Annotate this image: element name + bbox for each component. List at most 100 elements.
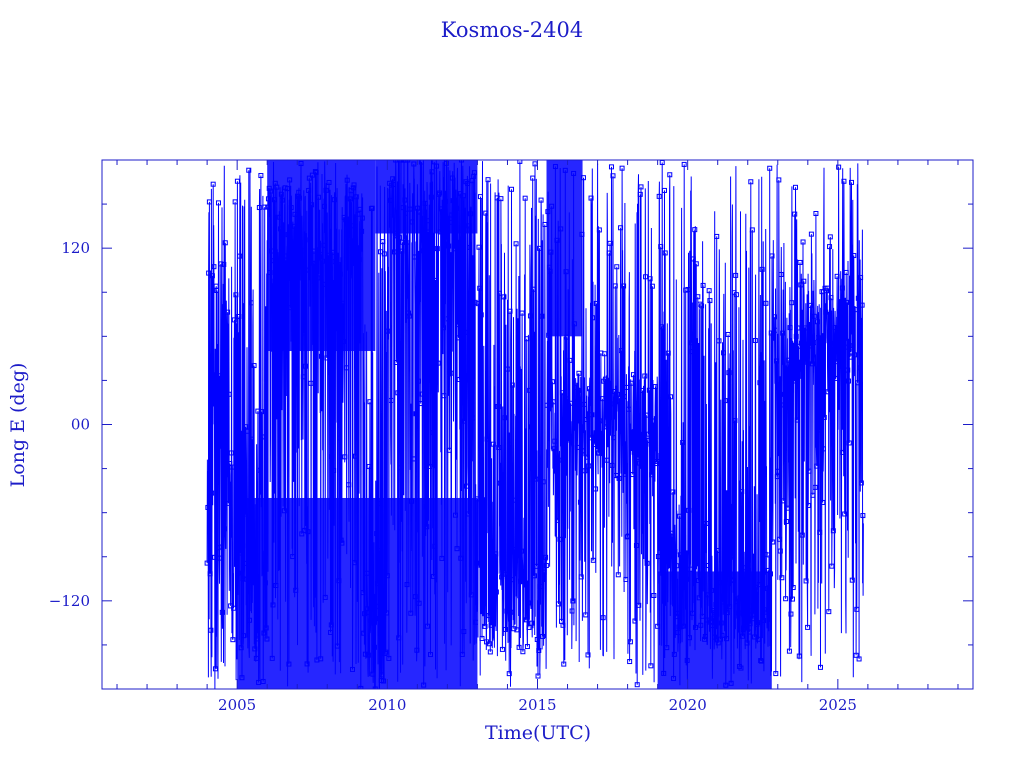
data-point <box>830 528 836 534</box>
data-point <box>605 424 611 430</box>
data-region <box>204 160 866 689</box>
data-point <box>356 257 362 263</box>
data-point <box>241 576 247 582</box>
data-point <box>606 250 612 256</box>
data-point <box>665 350 671 356</box>
data-point <box>238 645 244 651</box>
data-point <box>556 457 562 463</box>
data-point <box>376 616 382 622</box>
data-point <box>507 308 513 314</box>
data-point <box>819 289 825 295</box>
data-point <box>487 641 493 647</box>
data-point <box>792 211 798 217</box>
data-point <box>525 600 531 606</box>
data-point <box>439 555 445 561</box>
data-point <box>421 682 427 688</box>
data-point <box>571 321 577 327</box>
data-point <box>761 618 767 624</box>
data-point <box>409 219 415 225</box>
data-point <box>434 246 440 252</box>
data-point <box>811 313 817 319</box>
data-point <box>771 314 777 320</box>
data-point <box>362 651 368 657</box>
data-point <box>540 633 546 639</box>
dense-data-band <box>237 497 478 689</box>
data-point <box>622 471 628 477</box>
data-point <box>427 463 433 469</box>
data-point <box>393 160 399 163</box>
dense-data-band <box>375 160 478 234</box>
data-point <box>340 300 346 306</box>
data-point <box>285 232 291 238</box>
data-point <box>776 177 782 183</box>
data-point <box>512 497 518 503</box>
data-point <box>399 248 405 254</box>
data-point <box>740 627 746 633</box>
data-point <box>661 187 667 193</box>
data-point <box>580 175 586 181</box>
data-point <box>495 403 501 409</box>
data-point <box>680 440 686 446</box>
data-point <box>725 331 731 337</box>
data-point <box>466 223 472 229</box>
data-point <box>811 340 817 346</box>
data-point <box>788 611 794 617</box>
data-point <box>243 424 249 430</box>
data-point <box>490 601 496 607</box>
data-point <box>325 252 331 258</box>
data-point <box>526 624 532 630</box>
data-point <box>320 281 326 287</box>
x-tick-label: 2005 <box>218 696 256 714</box>
data-point <box>267 270 273 276</box>
data-point <box>293 229 299 235</box>
data-point <box>496 445 502 451</box>
data-point <box>425 229 431 235</box>
data-point <box>226 391 232 397</box>
data-point <box>415 378 421 384</box>
data-point <box>723 682 729 688</box>
data-point <box>410 456 416 462</box>
data-point <box>683 576 689 582</box>
data-point <box>798 282 804 288</box>
data-point <box>493 589 499 595</box>
data-point <box>777 548 783 554</box>
data-point <box>659 160 665 166</box>
data-point <box>387 197 393 203</box>
data-point <box>836 164 842 170</box>
data-point <box>435 360 441 366</box>
data-point <box>806 468 812 474</box>
data-point <box>236 314 242 320</box>
data-point <box>575 387 581 393</box>
data-point <box>486 613 492 619</box>
data-point <box>592 442 598 448</box>
y-tick-label: −120 <box>49 592 90 610</box>
data-point <box>482 623 488 629</box>
data-point <box>541 569 547 575</box>
data-point <box>616 475 622 481</box>
data-point <box>855 295 861 301</box>
data-point <box>268 188 274 194</box>
data-point <box>459 160 465 163</box>
data-point <box>858 275 864 281</box>
data-point <box>674 563 680 569</box>
data-point <box>658 244 664 250</box>
data-point <box>474 496 480 502</box>
data-point <box>417 209 423 215</box>
data-point <box>702 636 708 642</box>
data-point <box>790 585 796 591</box>
data-point <box>465 511 471 517</box>
data-point <box>330 249 336 255</box>
data-point <box>325 277 331 283</box>
data-point <box>549 203 555 209</box>
data-point <box>755 620 761 626</box>
data-point <box>821 414 827 420</box>
data-point <box>419 391 425 397</box>
data-point <box>237 253 243 259</box>
data-point <box>721 350 727 356</box>
data-point <box>636 602 642 608</box>
data-point <box>296 189 302 195</box>
data-point <box>251 363 257 369</box>
data-point <box>212 554 218 560</box>
data-point <box>355 211 361 217</box>
data-point <box>222 240 228 246</box>
